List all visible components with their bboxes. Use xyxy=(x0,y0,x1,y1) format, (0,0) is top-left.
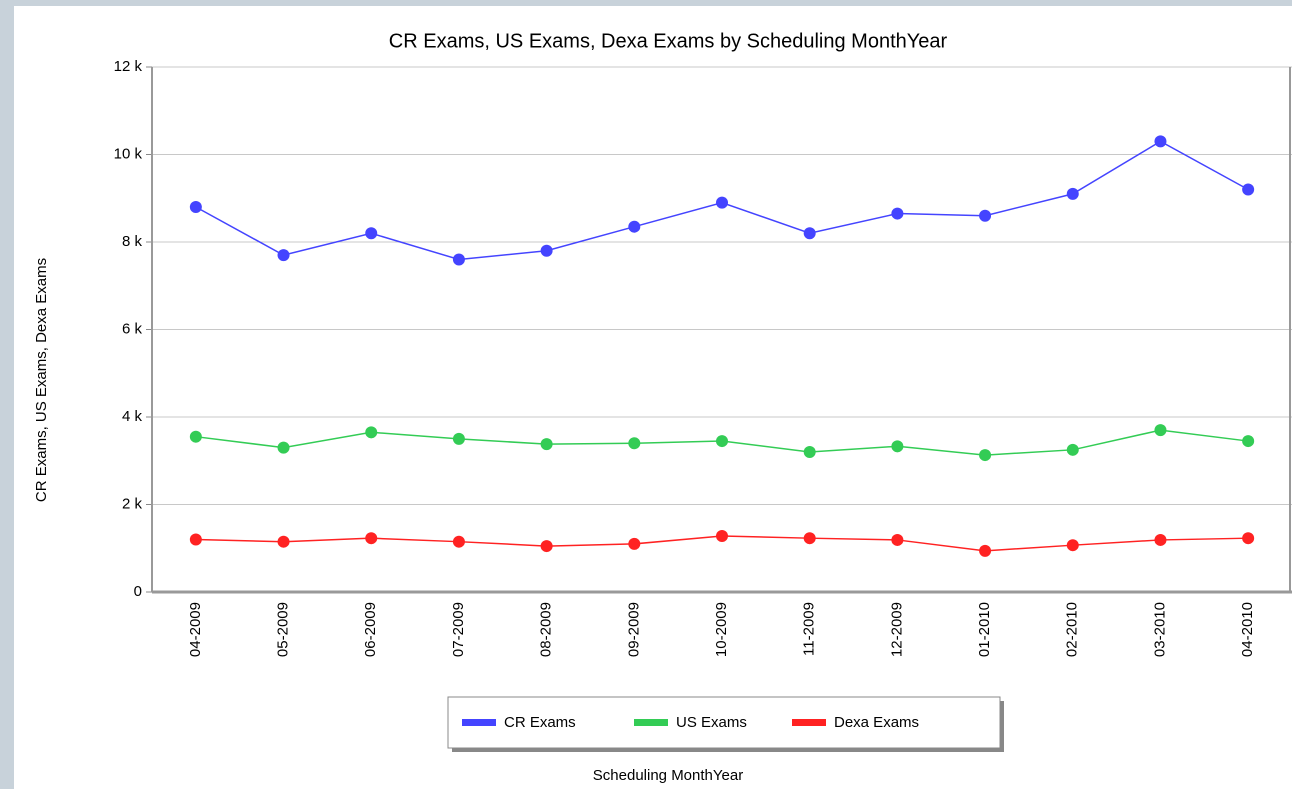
legend-label: Dexa Exams xyxy=(834,714,919,731)
plot-area: 0 2 k 4 k 6 k 8 k 10 k 12 k 04-2009 05-2009 06-20… xyxy=(114,58,1292,657)
data-point xyxy=(189,430,202,443)
legend-swatch xyxy=(462,719,496,726)
data-point xyxy=(540,244,553,257)
y-tick-label: 12 k xyxy=(114,58,143,75)
y-tick-label: 2 k xyxy=(122,495,143,512)
data-point xyxy=(277,249,290,262)
legend-label: US Exams xyxy=(676,714,747,731)
y-tick-label: 8 k xyxy=(122,233,143,250)
data-point xyxy=(365,227,378,240)
legend xyxy=(447,696,1001,749)
data-point xyxy=(277,441,290,454)
data-point xyxy=(540,438,553,451)
chart-panel xyxy=(14,6,1292,789)
y-axis-title: CR Exams, US Exams, Dexa Exams xyxy=(33,258,50,502)
data-point xyxy=(1242,532,1255,545)
x-tick-label: 07-2009 xyxy=(450,602,467,657)
data-point xyxy=(803,532,816,545)
data-point xyxy=(189,201,202,213)
x-tick-label: 12-2009 xyxy=(888,602,905,657)
data-point xyxy=(979,449,992,462)
data-point xyxy=(1066,539,1079,552)
legend-label: CR Exams xyxy=(504,714,576,731)
data-point xyxy=(979,209,992,222)
legend-swatch xyxy=(792,719,826,726)
data-point xyxy=(628,537,641,550)
x-tick-label: 01-2010 xyxy=(976,602,993,657)
data-point xyxy=(277,535,290,548)
data-point xyxy=(1154,135,1167,148)
x-tick-label: 08-2009 xyxy=(538,602,555,657)
data-point xyxy=(1066,443,1079,456)
data-point xyxy=(891,207,904,220)
data-point xyxy=(189,533,202,546)
data-point xyxy=(1242,435,1255,448)
x-tick-label: 03-2010 xyxy=(1151,602,1168,657)
data-point xyxy=(803,446,816,458)
data-point xyxy=(365,426,378,439)
data-point xyxy=(803,227,816,240)
data-point xyxy=(979,544,992,557)
data-point xyxy=(1242,183,1255,196)
chart-title: CR Exams, US Exams, Dexa Exams by Schedu… xyxy=(389,30,948,52)
data-point xyxy=(1066,187,1079,200)
y-tick-label: 10 k xyxy=(114,145,143,162)
x-tick-label: 10-2009 xyxy=(713,602,730,657)
x-tick-label: 04-2009 xyxy=(187,602,204,657)
x-tick-label: 09-2009 xyxy=(625,602,642,657)
x-tick-label: 06-2009 xyxy=(362,602,379,657)
data-point xyxy=(1154,424,1167,437)
legend-swatch xyxy=(634,719,668,726)
data-point xyxy=(628,437,641,450)
x-axis-title: Scheduling MonthYear xyxy=(593,767,743,784)
x-tick-label: 11-2009 xyxy=(801,602,818,656)
x-tick-label: 05-2009 xyxy=(275,602,292,657)
data-point xyxy=(628,220,641,233)
data-point xyxy=(891,533,904,546)
data-point xyxy=(1154,533,1167,546)
y-tick-label: 0 xyxy=(134,583,142,600)
data-point xyxy=(365,532,378,545)
legend-items: CR Exams US Exams Dexa Exams xyxy=(462,714,919,731)
data-point xyxy=(452,432,465,445)
data-point xyxy=(716,435,728,448)
data-point xyxy=(891,440,904,453)
data-point xyxy=(716,530,728,542)
data-point xyxy=(540,540,553,553)
data-point xyxy=(452,253,465,266)
x-tick-label: 04-2010 xyxy=(1239,602,1256,657)
y-tick-label: 6 k xyxy=(122,320,143,337)
data-point xyxy=(452,535,465,548)
data-point xyxy=(716,196,728,209)
x-tick-label: 02-2010 xyxy=(1064,602,1081,657)
y-tick-label: 4 k xyxy=(122,408,143,425)
